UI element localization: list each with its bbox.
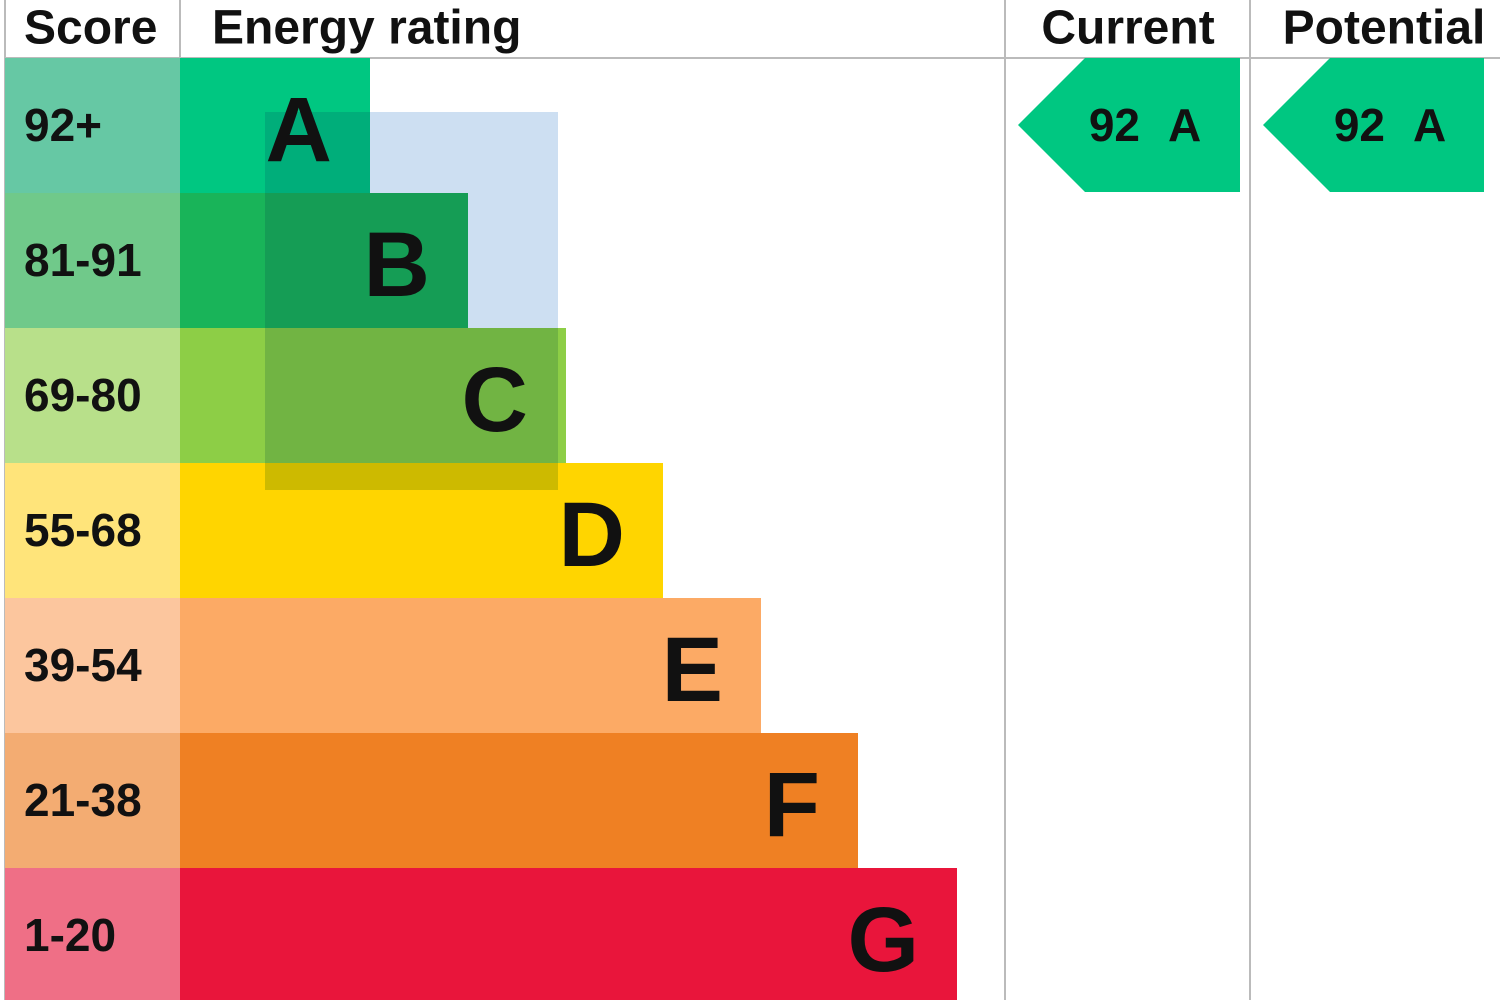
score-cell [5,463,180,598]
rating-letter: A [266,79,332,181]
score-cell [5,193,180,328]
score-label: 21-38 [24,774,142,826]
rating-letter: E [662,619,723,721]
score-cell [5,733,180,868]
rating-letter: B [364,214,430,316]
score-label: 1-20 [24,909,116,961]
header-current: Current [1041,2,1214,55]
potential-score: 92 [1334,99,1385,151]
overlay [265,112,558,490]
potential-arrow [1263,58,1484,192]
score-label: 92+ [24,99,102,151]
score-label: 69-80 [24,369,142,421]
header-score: Score [24,2,157,55]
score-cell [5,58,180,193]
current-score: 92 [1089,99,1140,151]
score-label: 55-68 [24,504,142,556]
score-label: 39-54 [24,639,142,691]
potential-letter: A [1413,99,1446,151]
score-label: 81-91 [24,234,142,286]
current-arrow [1018,58,1240,192]
score-cell [5,598,180,733]
rating-bar [180,733,858,868]
rating-bar [180,598,761,733]
header-rating: Energy rating [212,2,521,55]
rating-letter: D [559,484,625,586]
score-cell [5,868,180,1000]
rating-letter: F [764,754,820,856]
header-potential: Potential [1283,2,1486,55]
current-letter: A [1168,99,1201,151]
score-cell [5,328,180,463]
rating-bar [180,868,957,1000]
rating-letter: G [847,889,919,991]
rating-letter: C [462,349,528,451]
